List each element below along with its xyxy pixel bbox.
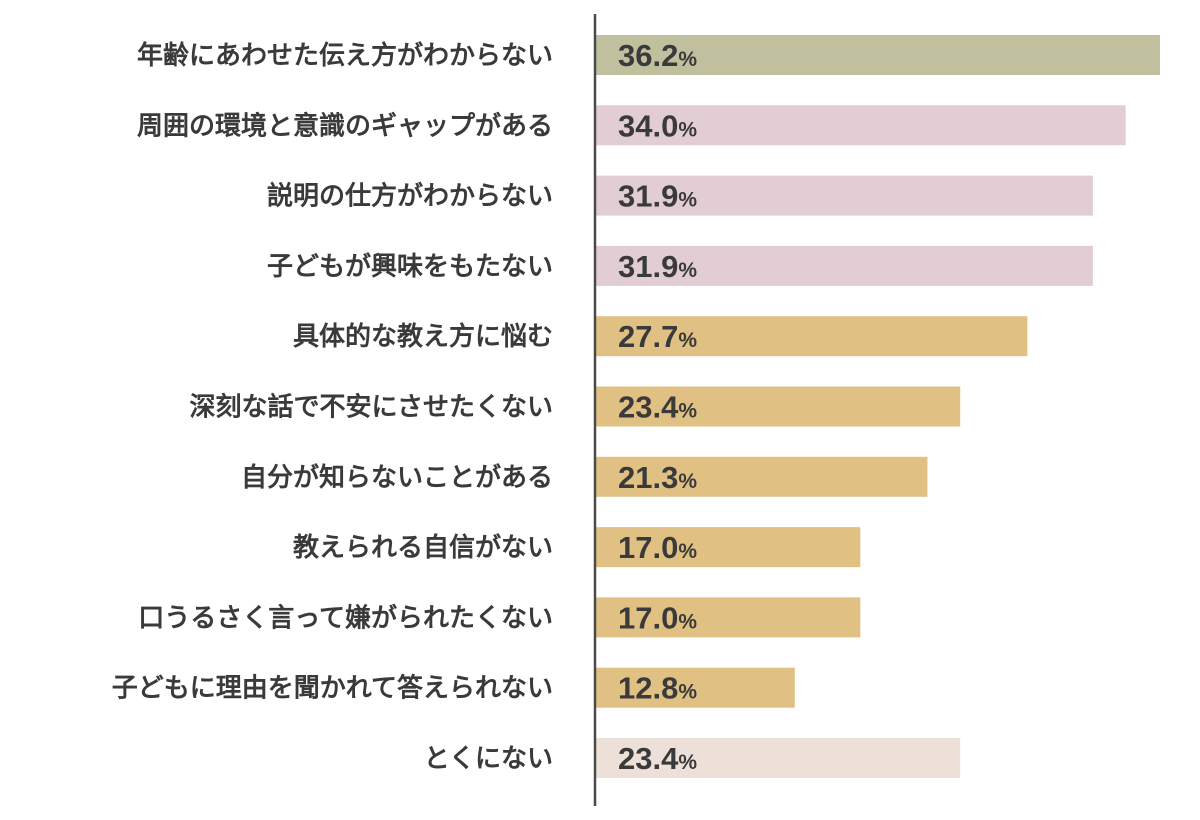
bar	[595, 105, 1126, 146]
data-label-percent: %	[678, 400, 697, 423]
data-label-percent: %	[678, 540, 697, 563]
category-label: 周囲の環境と意識のギャップがある	[137, 110, 553, 141]
bar	[595, 667, 795, 708]
bar	[595, 456, 928, 497]
data-label: 12.8%	[618, 671, 697, 706]
data-label: 17.0%	[618, 600, 697, 635]
data-label-number: 23.4	[618, 390, 679, 425]
bars-layer	[595, 35, 1160, 778]
data-label: 23.4%	[618, 390, 697, 425]
data-label-number: 12.8	[618, 671, 678, 706]
data-label-percent: %	[678, 751, 697, 774]
data-label-percent: %	[678, 329, 697, 352]
bar	[595, 597, 861, 638]
category-labels-layer: 年齢にあわせた伝え方がわからない周囲の環境と意識のギャップがある説明の仕方がわか…	[112, 40, 553, 774]
data-label: 34.0%	[618, 108, 697, 143]
category-label: 自分が知らないことがある	[241, 462, 553, 493]
data-label-number: 36.2	[618, 38, 678, 73]
bar	[595, 386, 961, 427]
data-label-number: 31.9	[618, 179, 678, 214]
data-label-number: 17.0	[618, 530, 678, 565]
data-label-percent: %	[678, 259, 697, 282]
data-label-percent: %	[678, 681, 697, 704]
bar	[595, 527, 861, 568]
data-label: 21.3%	[618, 460, 697, 495]
bar	[595, 316, 1028, 357]
category-label: 深刻な話で不安にさせたくない	[190, 392, 553, 423]
category-label: 口うるさく言って嫌がられたくない	[138, 602, 553, 633]
data-label-number: 23.4	[618, 741, 679, 776]
data-label: 36.2%	[618, 38, 697, 73]
data-label-number: 27.7	[618, 319, 678, 354]
data-label-number: 17.0	[618, 600, 678, 635]
data-label: 31.9%	[618, 179, 697, 214]
category-label: 具体的な教え方に悩む	[293, 321, 553, 352]
category-label: 子どもに理由を聞かれて答えられない	[112, 673, 553, 704]
bar	[595, 35, 1160, 75]
category-label: 教えられる自信がない	[293, 532, 553, 563]
data-label: 27.7%	[618, 319, 697, 354]
data-label-percent: %	[678, 48, 697, 71]
category-label: 年齢にあわせた伝え方がわからない	[137, 40, 553, 71]
data-label: 31.9%	[618, 249, 697, 284]
data-label-percent: %	[678, 118, 697, 141]
data-label: 17.0%	[618, 530, 697, 565]
category-label: 子どもが興味をもたない	[267, 251, 553, 282]
bar	[595, 175, 1093, 216]
data-label-percent: %	[678, 610, 697, 633]
category-label: 説明の仕方がわからない	[267, 181, 553, 212]
data-label-percent: %	[678, 189, 697, 212]
category-label: とくにない	[424, 744, 553, 774]
data-label: 23.4%	[618, 741, 697, 776]
value-labels-layer: 36.2%34.0%31.9%31.9%27.7%23.4%21.3%17.0%…	[618, 38, 697, 776]
bar	[595, 738, 961, 778]
data-label-number: 31.9	[618, 249, 678, 284]
bar	[595, 245, 1093, 286]
data-label-number: 34.0	[618, 108, 678, 143]
data-label-number: 21.3	[618, 460, 678, 495]
data-label-percent: %	[678, 470, 697, 493]
